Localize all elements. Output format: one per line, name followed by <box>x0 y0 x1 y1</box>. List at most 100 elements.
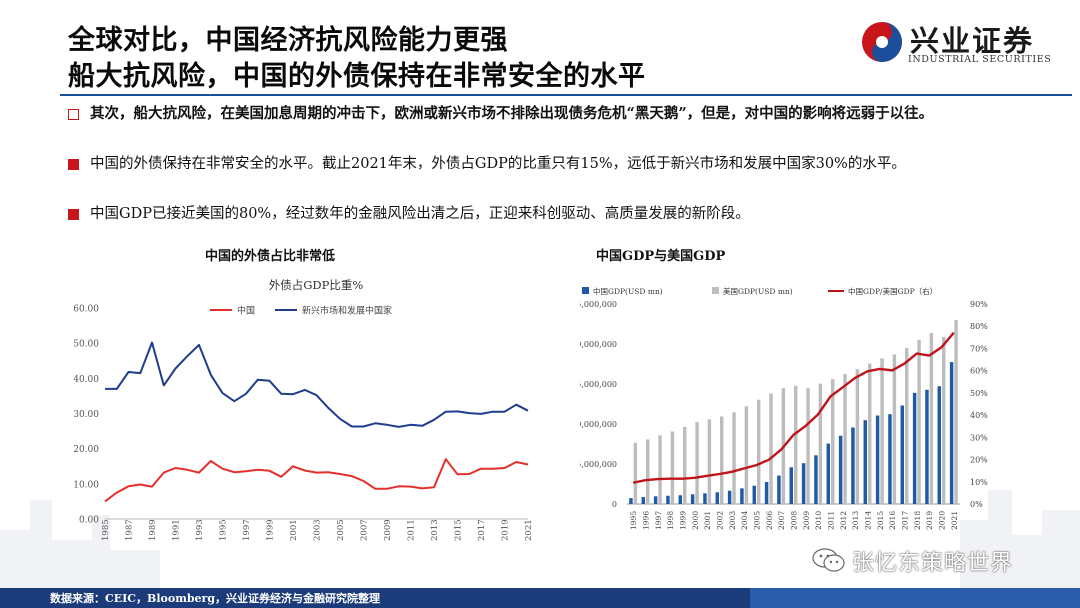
x-tick-label: 2020 <box>938 511 947 530</box>
right-chart-heading: 中国GDP与美国GDP <box>596 249 726 264</box>
bar-china-gdp <box>888 414 892 504</box>
bar-us-gdp <box>806 388 810 504</box>
company-logo: 兴业证券 INDUSTRIAL SECURITIES <box>860 18 1070 68</box>
bar-china-gdp <box>740 488 744 504</box>
left-chart-heading: 中国的外债占比非常低 <box>205 249 336 264</box>
bar-china-gdp <box>949 362 954 504</box>
bar-us-gdp <box>658 435 662 504</box>
y2-tick-label: 0% <box>970 500 983 509</box>
bar-us-gdp <box>880 358 884 504</box>
bar-us-gdp <box>732 412 736 504</box>
chart-title: 外债占GDP比重% <box>269 278 364 292</box>
bar-us-gdp <box>868 363 872 504</box>
bar-us-gdp <box>905 348 909 504</box>
bar-china-gdp <box>801 463 806 504</box>
x-tick-label: 2004 <box>740 511 749 530</box>
x-tick-label: 2013 <box>851 511 860 530</box>
watermark: 张忆东策略世界 <box>812 543 1062 577</box>
bar-china-gdp <box>641 497 645 504</box>
page-title-line2: 船大抗风险，中国的外债保持在非常安全的水平 <box>68 61 646 92</box>
x-tick-label: 1997 <box>242 519 252 541</box>
bar-china-gdp <box>826 443 830 504</box>
x-tick-label: 2015 <box>876 511 885 530</box>
y-tick-label: 10,000,000 <box>580 420 617 429</box>
legend-label: 新兴市场和发展中国家 <box>302 305 392 317</box>
x-tick-label: 1985 <box>101 519 111 541</box>
y-tick-label: 5,000,000 <box>580 460 617 469</box>
bar-us-gdp <box>917 339 921 504</box>
x-tick-label: 2003 <box>313 519 323 541</box>
y-tick-label: 25,000,000 <box>580 300 617 309</box>
bar-china-gdp <box>678 495 682 504</box>
header-divider <box>60 94 1072 96</box>
bar-us-gdp <box>855 369 860 504</box>
y-tick-label: 0 <box>612 500 617 509</box>
bar-us-gdp <box>744 406 749 504</box>
bar-china-gdp <box>814 455 818 504</box>
x-tick-label: 1993 <box>195 519 205 541</box>
footer-bar: 数据来源：CEIC，Bloomberg，兴业证券经济与金融研究院整理 <box>0 588 1080 608</box>
x-tick-label: 2001 <box>289 519 299 541</box>
bullet-2-text: 中国的外债保持在非常安全的水平。截止2021年末，外债占GDP的比重只有15%，… <box>90 156 906 172</box>
x-tick-label: 2017 <box>901 511 910 530</box>
bar-china-gdp <box>789 467 793 504</box>
solid-square-icon <box>68 159 79 170</box>
legend-label: 美国GDP(USD mn) <box>723 286 793 296</box>
x-tick-label: 2015 <box>454 519 464 541</box>
y2-tick-label: 50% <box>970 389 988 398</box>
bar-china-gdp <box>690 494 695 504</box>
x-tick-label: 2019 <box>925 511 934 530</box>
x-tick-label: 2007 <box>360 519 370 541</box>
bar-china-gdp <box>863 420 867 504</box>
x-tick-label: 2018 <box>913 511 922 530</box>
legend-swatch <box>582 287 589 294</box>
bar-us-gdp <box>670 431 675 504</box>
footer-stripe <box>750 588 1080 608</box>
bar-china-gdp <box>715 492 719 504</box>
logo-mark-icon <box>862 22 902 62</box>
y2-tick-label: 90% <box>970 300 988 309</box>
bullet-1: 其次，船大抗风险，在美国加息周期的冲击下，欧洲或新兴市场不排除出现债务危机“黑天… <box>68 103 1018 125</box>
bar-us-gdp <box>707 419 712 504</box>
bullet-2: 中国的外债保持在非常安全的水平。截止2021年末，外债占GDP的比重只有15%，… <box>68 153 1018 175</box>
bar-china-gdp <box>777 475 781 504</box>
bar-china-gdp <box>838 435 843 504</box>
x-tick-label: 1998 <box>666 511 675 530</box>
x-tick-label: 2007 <box>777 511 786 530</box>
external-debt-line-chart: 外债占GDP比重% 0.00 10.00 20.00 30.00 40.00 50.00 60… <box>73 278 534 541</box>
y-tick-label: 15,000,000 <box>580 380 617 389</box>
bar-us-gdp <box>757 399 761 504</box>
bar-china-gdp <box>851 427 855 504</box>
x-tick-label: 1996 <box>642 511 651 530</box>
bar-china-gdp <box>912 392 917 504</box>
y2-tick-label: 20% <box>970 456 988 465</box>
skyline-decoration <box>0 490 1080 590</box>
bar-us-gdp <box>954 320 958 504</box>
bar-us-gdp <box>942 336 946 504</box>
x-tick-label: 1995 <box>219 519 229 541</box>
bar-china-gdp <box>666 495 670 504</box>
legend-label: 中国GDP/美国GDP（右） <box>848 286 937 296</box>
bar-china-gdp <box>900 405 904 504</box>
x-tick-label: 2009 <box>383 519 393 541</box>
x-tick-label: 1997 <box>654 511 663 530</box>
x-tick-label: 2011 <box>407 519 417 541</box>
legend-swatch <box>712 287 719 294</box>
x-tick-label: 1995 <box>629 511 638 530</box>
bullet-1-text: 其次，船大抗风险，在美国加息周期的冲击下，欧洲或新兴市场不排除出现债务危机“黑天… <box>90 105 934 122</box>
series-line-em <box>105 341 529 428</box>
series-line-china <box>104 458 529 503</box>
bar-china-gdp <box>764 481 769 504</box>
x-tick-label: 2005 <box>336 519 346 541</box>
y2-tick-label: 70% <box>970 344 988 353</box>
bar-us-gdp <box>794 385 798 504</box>
y-tick-label: 60.00 <box>73 305 99 315</box>
bar-us-gdp <box>831 379 835 504</box>
x-tick-label: 2002 <box>716 511 725 530</box>
bar-us-gdp <box>720 416 724 504</box>
x-tick-label: 1989 <box>148 519 158 541</box>
bar-china-gdp <box>875 415 880 504</box>
bar-china-gdp <box>752 485 756 504</box>
y-tick-label: 20,000,000 <box>580 340 617 349</box>
solid-square-icon <box>68 209 79 220</box>
